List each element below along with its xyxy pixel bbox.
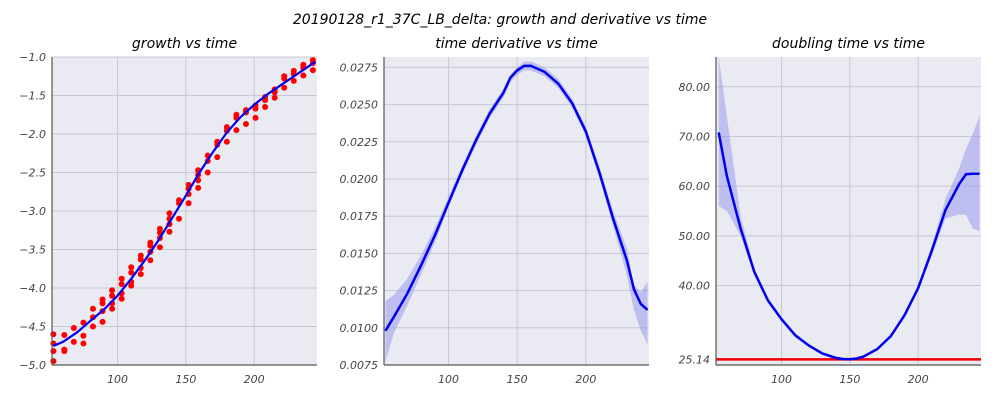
series-line — [717, 132, 980, 361]
plot-background — [716, 57, 981, 365]
chart-title: time derivative vs time — [435, 36, 597, 52]
x-tick-label: 150 — [839, 373, 860, 386]
chart-title: growth vs time — [132, 36, 237, 52]
y-tick-label: 40.00 — [679, 280, 711, 293]
x-tick-label: 200 — [908, 373, 929, 386]
data-point — [70, 325, 77, 332]
data-point — [89, 323, 96, 330]
x-tick-label: 150 — [507, 373, 528, 386]
y-tick-label: −2.0 — [19, 128, 46, 141]
data-point — [50, 358, 57, 365]
data-point — [300, 72, 307, 79]
data-point — [109, 292, 116, 299]
y-tick-label: 0.0250 — [340, 99, 379, 112]
data-point — [290, 77, 297, 84]
y-tick-label: −5.0 — [19, 359, 46, 372]
x-tick-label: 100 — [438, 373, 459, 386]
x-tick-label: 100 — [107, 373, 128, 386]
data-point — [80, 319, 87, 326]
data-point — [61, 346, 68, 353]
y-tick-label: 80.00 — [679, 81, 711, 94]
chart-2: 0.0275 0.0250 0.0225 0.0200 0.0175 0.0150 0.01… — [340, 36, 649, 386]
y-tick-label: 0.0150 — [340, 247, 379, 260]
data-point — [70, 338, 77, 345]
data-point — [185, 200, 192, 207]
y-tick-label: −4.5 — [19, 321, 46, 334]
data-point — [156, 244, 163, 251]
data-point — [176, 215, 183, 222]
data-point — [281, 75, 288, 82]
y-tick-label: 0.0275 — [340, 61, 379, 74]
y-tick-label: 0.0225 — [340, 136, 379, 149]
data-point — [223, 138, 230, 145]
data-point — [80, 340, 87, 347]
y-tick-label: 25.14 — [679, 353, 711, 366]
y-tick-label: 0.0075 — [340, 359, 379, 372]
data-point — [61, 331, 68, 338]
data-point — [309, 67, 316, 74]
plot-background — [384, 57, 649, 365]
y-tick-label: −3.5 — [19, 244, 46, 257]
data-point — [118, 281, 125, 288]
series-line — [384, 64, 649, 332]
data-point — [242, 120, 249, 127]
chart-title: doubling time vs time — [772, 36, 925, 52]
y-tick-label: 0.0100 — [340, 322, 379, 335]
data-point — [166, 228, 173, 235]
data-point — [195, 184, 202, 191]
data-point — [109, 287, 116, 294]
y-tick-label: 0.0125 — [340, 285, 379, 298]
data-point — [137, 256, 144, 263]
data-point — [89, 305, 96, 312]
data-point — [50, 348, 57, 355]
data-point — [80, 332, 87, 339]
y-tick-label: −1.5 — [19, 90, 46, 103]
data-point — [214, 154, 221, 161]
y-tick-label: −1.0 — [19, 51, 46, 64]
x-tick-label: 150 — [175, 373, 196, 386]
data-point — [281, 84, 288, 91]
y-tick-label: −4.0 — [19, 282, 46, 295]
data-point — [271, 94, 278, 101]
data-point — [233, 127, 240, 134]
data-point — [109, 305, 116, 312]
data-point — [262, 104, 269, 111]
data-point — [147, 242, 154, 249]
x-tick-label: 200 — [244, 373, 265, 386]
data-point — [137, 271, 144, 278]
y-tick-label: 0.0175 — [340, 210, 379, 223]
x-tick-label: 100 — [771, 373, 792, 386]
chart-3: 80.00 70.00 60.00 50.00 40.00 25.14 100 150 200 d… — [679, 36, 981, 386]
x-tick-label: 200 — [575, 373, 596, 386]
fit-line — [52, 60, 317, 347]
data-point — [204, 169, 211, 176]
data-point — [252, 114, 259, 121]
data-point — [252, 105, 259, 112]
data-point — [50, 331, 57, 338]
y-tick-label: −3.0 — [19, 205, 46, 218]
figure-suptitle: 20190128_r1_37C_LB_delta: growth and der… — [292, 12, 708, 28]
y-tick-label: −2.5 — [19, 167, 46, 180]
data-point — [118, 295, 125, 302]
data-point — [128, 269, 135, 276]
data-point — [99, 318, 106, 325]
y-tick-label: 70.00 — [679, 130, 711, 143]
data-point — [128, 282, 135, 289]
y-tick-label: 60.00 — [679, 180, 711, 193]
chart-1: −1.0 −1.5 −2.0 −2.5 −3.0 −3.5 −4.0 −4.5 −5.0 100 1… — [19, 36, 317, 386]
data-point — [166, 210, 173, 217]
data-point — [147, 257, 154, 264]
y-tick-label: 0.0200 — [340, 173, 379, 186]
y-tick-label: 50.00 — [679, 230, 711, 243]
data-point — [128, 264, 135, 271]
data-point — [118, 275, 125, 282]
data-point — [99, 300, 106, 307]
